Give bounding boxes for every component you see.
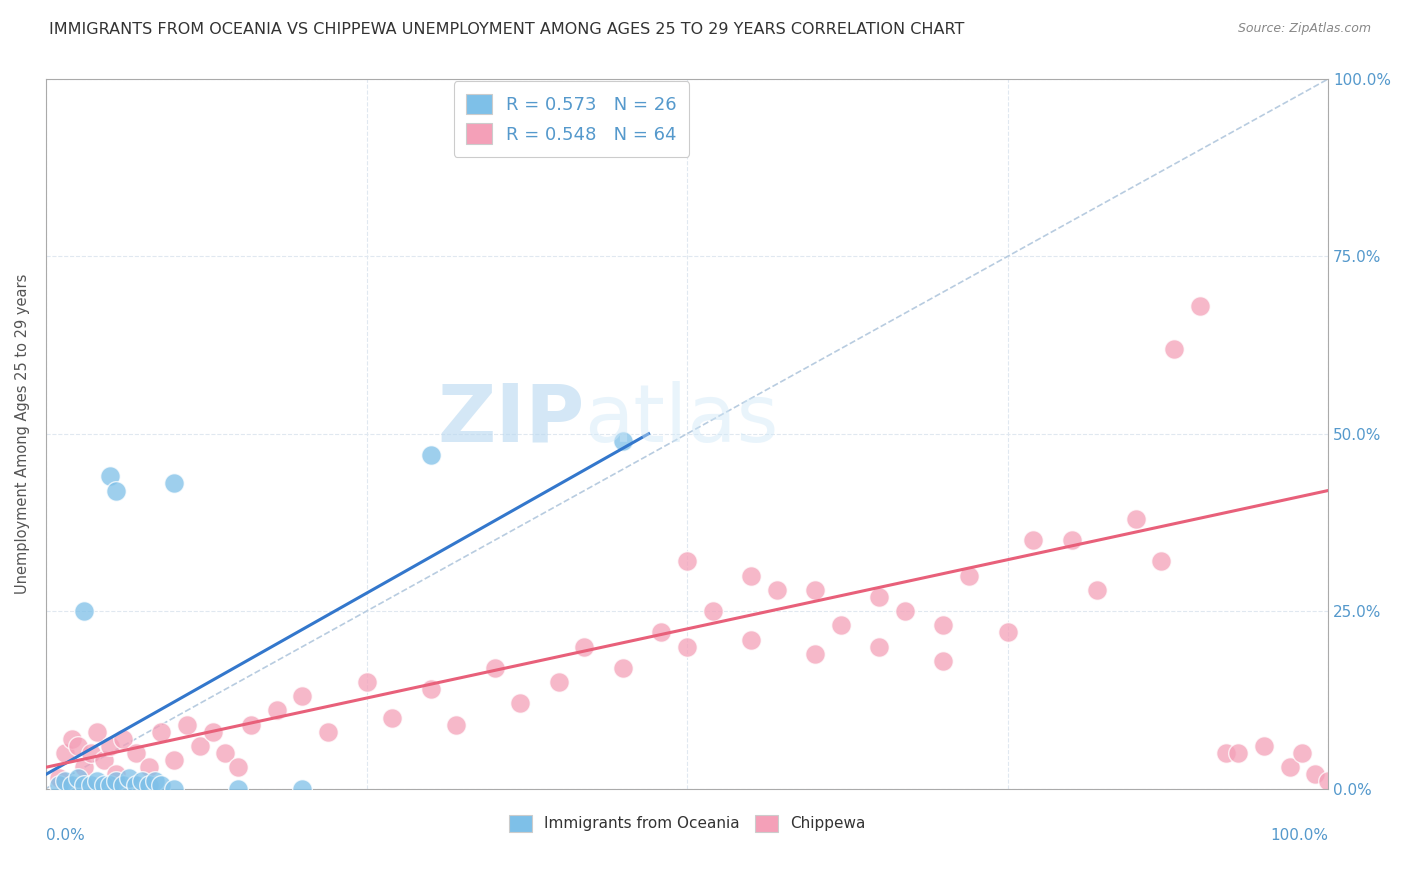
Point bbox=[574, 640, 596, 654]
Point bbox=[419, 682, 441, 697]
Point bbox=[226, 760, 249, 774]
Point bbox=[86, 724, 108, 739]
Point bbox=[1163, 342, 1185, 356]
Point bbox=[1317, 774, 1340, 789]
Point bbox=[356, 675, 378, 690]
Point bbox=[1188, 299, 1211, 313]
Point bbox=[1125, 512, 1147, 526]
Point bbox=[214, 746, 236, 760]
Point bbox=[804, 582, 827, 597]
Point bbox=[446, 717, 468, 731]
Point bbox=[676, 640, 699, 654]
Point bbox=[1215, 746, 1237, 760]
Point bbox=[240, 717, 263, 731]
Point bbox=[804, 647, 827, 661]
Point bbox=[66, 771, 89, 785]
Point bbox=[98, 469, 121, 483]
Point bbox=[547, 675, 569, 690]
Point bbox=[226, 781, 249, 796]
Point bbox=[48, 771, 70, 785]
Point bbox=[1305, 767, 1327, 781]
Point bbox=[419, 448, 441, 462]
Point bbox=[138, 760, 160, 774]
Point bbox=[93, 778, 115, 792]
Point bbox=[997, 625, 1019, 640]
Point bbox=[48, 778, 70, 792]
Point bbox=[957, 568, 980, 582]
Point bbox=[1150, 554, 1173, 568]
Point bbox=[138, 778, 160, 792]
Legend: Immigrants from Oceania, Chippewa: Immigrants from Oceania, Chippewa bbox=[503, 809, 872, 838]
Point bbox=[163, 476, 186, 491]
Point bbox=[93, 753, 115, 767]
Point bbox=[150, 778, 173, 792]
Point bbox=[150, 724, 173, 739]
Point bbox=[509, 697, 531, 711]
Point bbox=[266, 704, 288, 718]
Point bbox=[740, 568, 762, 582]
Point bbox=[381, 710, 404, 724]
Point bbox=[484, 661, 506, 675]
Text: atlas: atlas bbox=[585, 381, 779, 458]
Point bbox=[740, 632, 762, 647]
Point bbox=[73, 760, 96, 774]
Point bbox=[111, 731, 134, 746]
Y-axis label: Unemployment Among Ages 25 to 29 years: Unemployment Among Ages 25 to 29 years bbox=[15, 274, 30, 594]
Point bbox=[1085, 582, 1108, 597]
Point bbox=[163, 753, 186, 767]
Point bbox=[932, 654, 955, 668]
Point bbox=[60, 731, 83, 746]
Text: Source: ZipAtlas.com: Source: ZipAtlas.com bbox=[1237, 22, 1371, 36]
Point bbox=[291, 690, 314, 704]
Point bbox=[80, 778, 103, 792]
Point bbox=[894, 604, 917, 618]
Point bbox=[612, 434, 634, 448]
Point bbox=[86, 774, 108, 789]
Point bbox=[830, 618, 852, 632]
Text: ZIP: ZIP bbox=[437, 381, 585, 458]
Point bbox=[53, 774, 76, 789]
Point bbox=[188, 739, 211, 753]
Text: 100.0%: 100.0% bbox=[1270, 828, 1329, 843]
Point bbox=[676, 554, 699, 568]
Point bbox=[1291, 746, 1313, 760]
Point bbox=[60, 778, 83, 792]
Point bbox=[105, 483, 128, 498]
Point bbox=[702, 604, 724, 618]
Point bbox=[131, 774, 153, 789]
Point bbox=[80, 746, 103, 760]
Point bbox=[650, 625, 672, 640]
Point bbox=[125, 746, 148, 760]
Text: IMMIGRANTS FROM OCEANIA VS CHIPPEWA UNEMPLOYMENT AMONG AGES 25 TO 29 YEARS CORRE: IMMIGRANTS FROM OCEANIA VS CHIPPEWA UNEM… bbox=[49, 22, 965, 37]
Point bbox=[1022, 533, 1045, 548]
Point bbox=[163, 781, 186, 796]
Point bbox=[1060, 533, 1083, 548]
Point bbox=[143, 774, 166, 789]
Point bbox=[98, 778, 121, 792]
Point bbox=[868, 640, 890, 654]
Point bbox=[105, 767, 128, 781]
Point bbox=[1278, 760, 1301, 774]
Point bbox=[201, 724, 224, 739]
Point bbox=[73, 778, 96, 792]
Point bbox=[125, 778, 148, 792]
Point bbox=[1253, 739, 1275, 753]
Point bbox=[118, 771, 141, 785]
Point bbox=[868, 590, 890, 604]
Point bbox=[105, 774, 128, 789]
Point bbox=[1227, 746, 1250, 760]
Point bbox=[612, 661, 634, 675]
Point bbox=[66, 739, 89, 753]
Point bbox=[98, 739, 121, 753]
Point bbox=[111, 778, 134, 792]
Point bbox=[932, 618, 955, 632]
Point bbox=[176, 717, 198, 731]
Point bbox=[316, 724, 339, 739]
Point bbox=[291, 781, 314, 796]
Point bbox=[53, 746, 76, 760]
Text: 0.0%: 0.0% bbox=[46, 828, 84, 843]
Point bbox=[73, 604, 96, 618]
Point bbox=[765, 582, 787, 597]
